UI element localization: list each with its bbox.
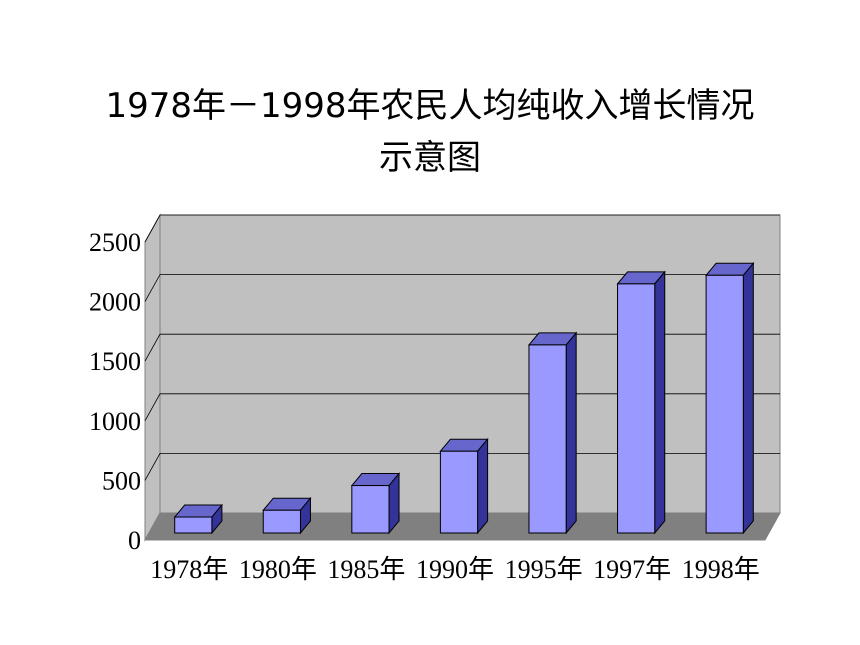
y-axis-tick-labels: 0 500 1000 1500 2000 2500 bbox=[89, 228, 141, 555]
y-tick-label: 1500 bbox=[89, 347, 141, 376]
bar bbox=[173, 503, 223, 535]
bar-front bbox=[528, 344, 567, 534]
bar-side bbox=[742, 261, 754, 535]
bar bbox=[439, 437, 489, 535]
bar bbox=[705, 261, 755, 535]
x-axis-tick-labels: 1978年 1980年 1985年 1990年 1995年 1997年 1998年 bbox=[150, 555, 759, 584]
y-tick-label: 500 bbox=[102, 466, 141, 495]
bar-front bbox=[174, 516, 213, 534]
bar bbox=[350, 472, 401, 535]
y-tick-label: 2000 bbox=[89, 288, 141, 317]
gridline bbox=[144, 274, 780, 302]
y-tick-label: 1000 bbox=[89, 407, 141, 436]
x-tick-label: 1998年 bbox=[682, 555, 760, 584]
bar bbox=[616, 270, 666, 535]
bar-side bbox=[654, 270, 666, 535]
gridline bbox=[144, 214, 780, 243]
x-tick-label: 1985年 bbox=[327, 555, 405, 584]
chart-title: 1978年－1998年农民人均纯收入增长情况 示意图 bbox=[0, 80, 860, 184]
bar bbox=[262, 496, 312, 535]
x-tick-label: 1997年 bbox=[593, 555, 671, 584]
x-tick-label: 1990年 bbox=[416, 555, 494, 584]
bars bbox=[173, 261, 755, 535]
bar-front bbox=[262, 509, 301, 534]
bar bbox=[527, 331, 578, 535]
y-tick-label: 2500 bbox=[89, 228, 141, 257]
bar-side bbox=[477, 437, 489, 535]
x-tick-label: 1980年 bbox=[239, 555, 317, 584]
side-wall bbox=[144, 213, 161, 542]
bar-front bbox=[617, 283, 656, 534]
chart-title-line-1: 1978年－1998年农民人均纯收入增长情况 bbox=[105, 86, 755, 126]
bar-front bbox=[705, 274, 744, 534]
bar-side bbox=[565, 331, 577, 535]
chart-title-line-2: 示意图 bbox=[379, 138, 481, 178]
x-tick-label: 1978年 bbox=[150, 555, 228, 584]
bar-front bbox=[439, 450, 479, 534]
x-tick-label: 1995年 bbox=[505, 555, 583, 584]
bar-front bbox=[351, 485, 390, 534]
y-tick-label: 0 bbox=[128, 526, 141, 555]
